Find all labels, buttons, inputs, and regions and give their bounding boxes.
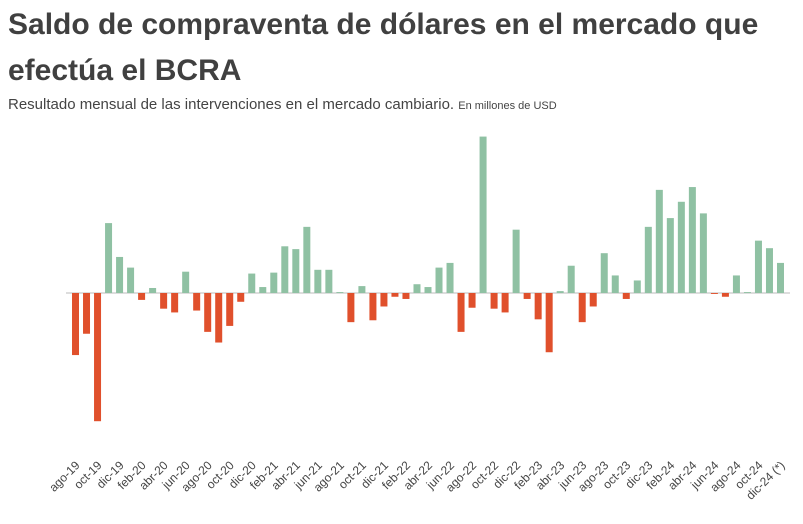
bar xyxy=(611,275,619,293)
bar xyxy=(710,293,718,294)
bar xyxy=(325,269,333,293)
bar xyxy=(424,287,432,293)
bar xyxy=(83,293,91,334)
bar xyxy=(402,293,410,299)
bar xyxy=(446,262,454,293)
bar xyxy=(149,287,157,293)
bar xyxy=(215,293,223,343)
bar xyxy=(765,248,773,293)
bar xyxy=(259,287,267,293)
bar xyxy=(94,293,102,422)
bar xyxy=(677,201,685,293)
bar xyxy=(358,286,366,293)
bar xyxy=(633,280,641,293)
bar xyxy=(589,293,597,307)
bar xyxy=(545,293,553,353)
bar xyxy=(699,213,707,293)
bar xyxy=(116,256,124,293)
bar xyxy=(72,293,80,356)
bar xyxy=(644,226,652,293)
bar xyxy=(336,292,344,293)
bar xyxy=(182,271,190,293)
bar xyxy=(380,293,388,307)
bar xyxy=(248,273,256,293)
bar xyxy=(105,223,113,293)
bar xyxy=(490,293,498,309)
bar xyxy=(347,293,355,323)
bar xyxy=(226,293,234,326)
bar xyxy=(292,249,300,293)
bar xyxy=(193,293,201,311)
bar xyxy=(281,246,289,293)
bar xyxy=(556,291,564,293)
bar xyxy=(622,293,630,299)
unit-note: En millones de USD xyxy=(458,100,557,112)
bar xyxy=(270,272,278,293)
bar xyxy=(501,293,509,313)
subtitle: Resultado mensual de las intervenciones … xyxy=(8,96,455,113)
chart-title: Saldo de compraventa de dólares en el me… xyxy=(8,8,759,87)
bar xyxy=(369,293,377,321)
bar xyxy=(237,293,245,302)
bar xyxy=(721,293,729,297)
bar xyxy=(391,293,399,297)
bar xyxy=(457,293,465,332)
bar xyxy=(754,240,762,293)
subtitle-block: Resultado mensual de las intervenciones … xyxy=(8,96,557,113)
bar xyxy=(600,253,608,293)
bar xyxy=(468,293,476,308)
bar xyxy=(479,136,487,293)
bar xyxy=(534,293,542,320)
bar xyxy=(435,267,443,293)
bar xyxy=(160,293,168,309)
bar xyxy=(512,229,520,293)
bar xyxy=(523,293,531,299)
bar xyxy=(127,267,135,293)
bar xyxy=(743,292,751,293)
bar xyxy=(171,293,179,313)
bar xyxy=(732,275,740,293)
bar xyxy=(655,189,663,293)
bar xyxy=(776,262,784,293)
bar xyxy=(138,293,146,300)
bar xyxy=(303,226,311,293)
bar xyxy=(578,293,586,323)
bar xyxy=(688,187,696,293)
bar xyxy=(413,284,421,293)
bar xyxy=(314,269,322,293)
bar xyxy=(567,265,575,293)
bar xyxy=(666,218,674,293)
bar xyxy=(204,293,212,332)
